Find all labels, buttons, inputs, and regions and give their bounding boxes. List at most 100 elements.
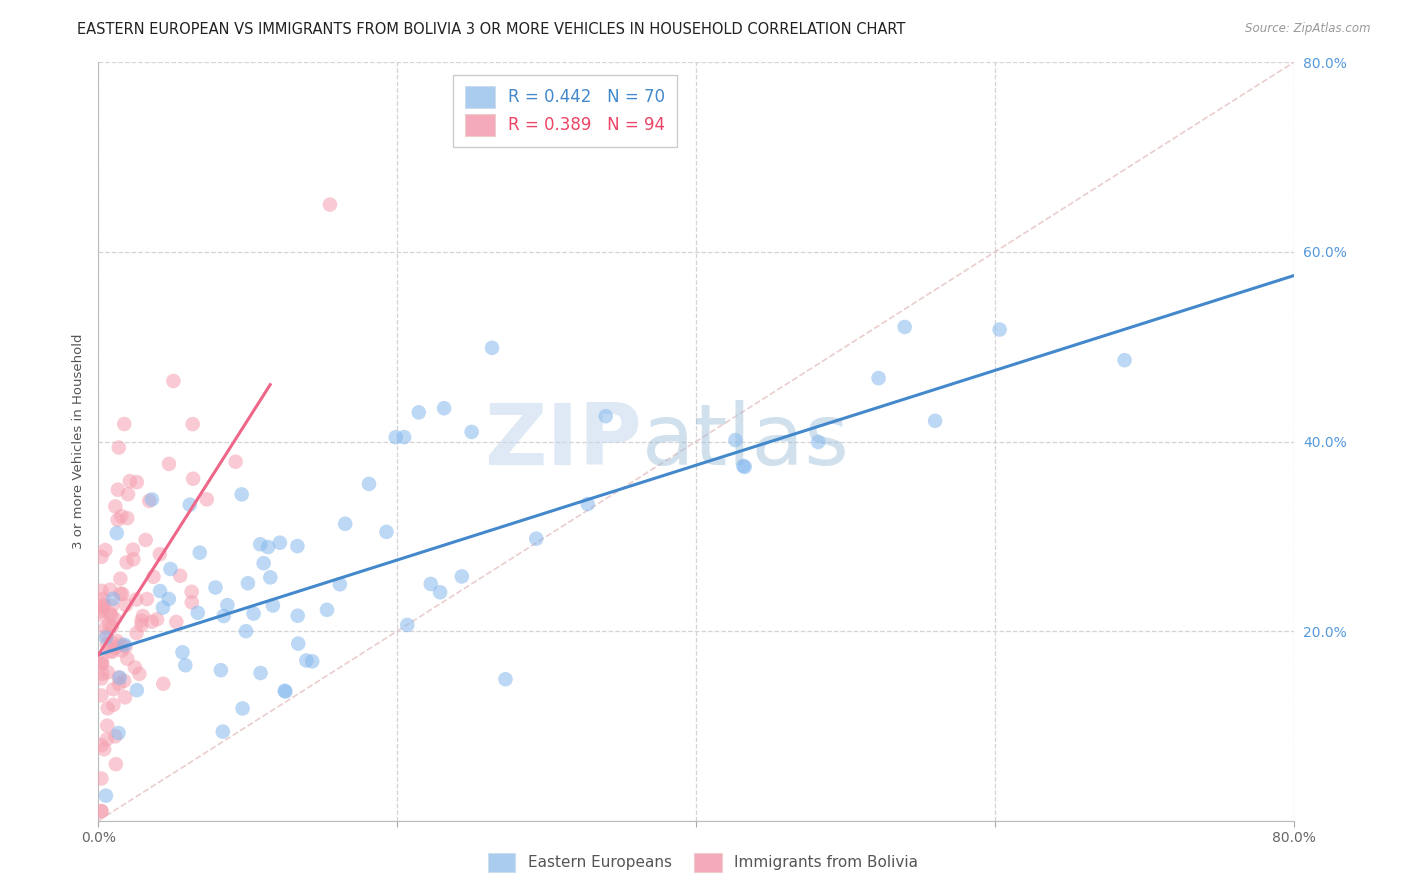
Point [114,690,136,705]
Point [225,455,247,469]
Point [269,535,291,549]
Point [114,640,136,654]
Point [868,371,890,385]
Point [103,682,125,697]
Text: EASTERN EUROPEAN VS IMMIGRANTS FROM BOLIVIA 3 OR MORE VEHICLES IN HOUSEHOLD CORR: EASTERN EUROPEAN VS IMMIGRANTS FROM BOLI… [77,22,905,37]
Point [301,654,323,668]
Point [90,672,112,686]
Point [893,320,915,334]
Point [329,577,352,591]
Point [142,570,165,584]
Point [235,624,257,639]
Point [90,689,112,703]
Point [253,556,276,570]
Point [392,430,415,444]
Point [287,608,309,623]
Point [181,417,204,431]
Point [988,322,1011,336]
Point [117,652,139,666]
Point [108,677,131,691]
Point [96,637,118,651]
Point [146,612,169,626]
Point [232,701,254,715]
Point [335,516,357,531]
Y-axis label: 3 or more Vehicles in Household: 3 or more Vehicles in Household [72,334,86,549]
Point [174,658,197,673]
Point [287,637,309,651]
Point [495,672,517,686]
Point [295,653,318,667]
Point [110,638,132,652]
Point [125,626,148,640]
Point [188,546,211,560]
Point [96,718,118,732]
Point [104,729,127,743]
Point [231,487,253,501]
Point [125,592,148,607]
Point [242,607,264,621]
Point [101,645,124,659]
Point [91,600,114,615]
Point [96,732,118,747]
Point [98,607,121,621]
Point [131,618,153,632]
Point [287,539,309,553]
Point [90,607,112,622]
Point [357,476,380,491]
Point [98,617,121,632]
Point [90,772,112,786]
Point [90,549,112,564]
Point [118,474,141,488]
Point [524,532,547,546]
Point [576,497,599,511]
Point [135,533,157,547]
Point [179,498,201,512]
Point [180,595,202,609]
Point [100,644,122,658]
Point [110,572,132,586]
Point [181,472,204,486]
Point [122,552,145,566]
Point [96,628,118,642]
Point [112,417,135,431]
Point [105,633,128,648]
Point [262,599,284,613]
Point [136,592,159,607]
Point [396,618,419,632]
Point [212,609,235,624]
Point [107,483,129,497]
Point [924,414,946,428]
Point [450,569,472,583]
Point [125,683,148,698]
Text: ZIP: ZIP [485,400,643,483]
Point [90,654,112,668]
Text: Source: ZipAtlas.com: Source: ZipAtlas.com [1246,22,1371,36]
Point [460,425,482,439]
Point [97,701,120,715]
Point [157,457,180,471]
Point [249,537,271,551]
Point [98,582,121,597]
Point [91,656,114,670]
Point [101,620,124,634]
Point [429,585,451,599]
Point [115,598,138,612]
Point [104,500,127,514]
Point [249,665,271,680]
Point [115,511,138,525]
Point [114,638,136,652]
Point [132,609,155,624]
Point [90,738,112,752]
Point [94,631,117,645]
Point [100,635,122,649]
Point [90,604,112,618]
Point [141,492,163,507]
Point [107,441,129,455]
Point [807,435,830,450]
Point [433,401,456,416]
Point [110,509,132,524]
Point [187,606,209,620]
Point [152,677,174,691]
Point [180,584,202,599]
Point [162,374,184,388]
